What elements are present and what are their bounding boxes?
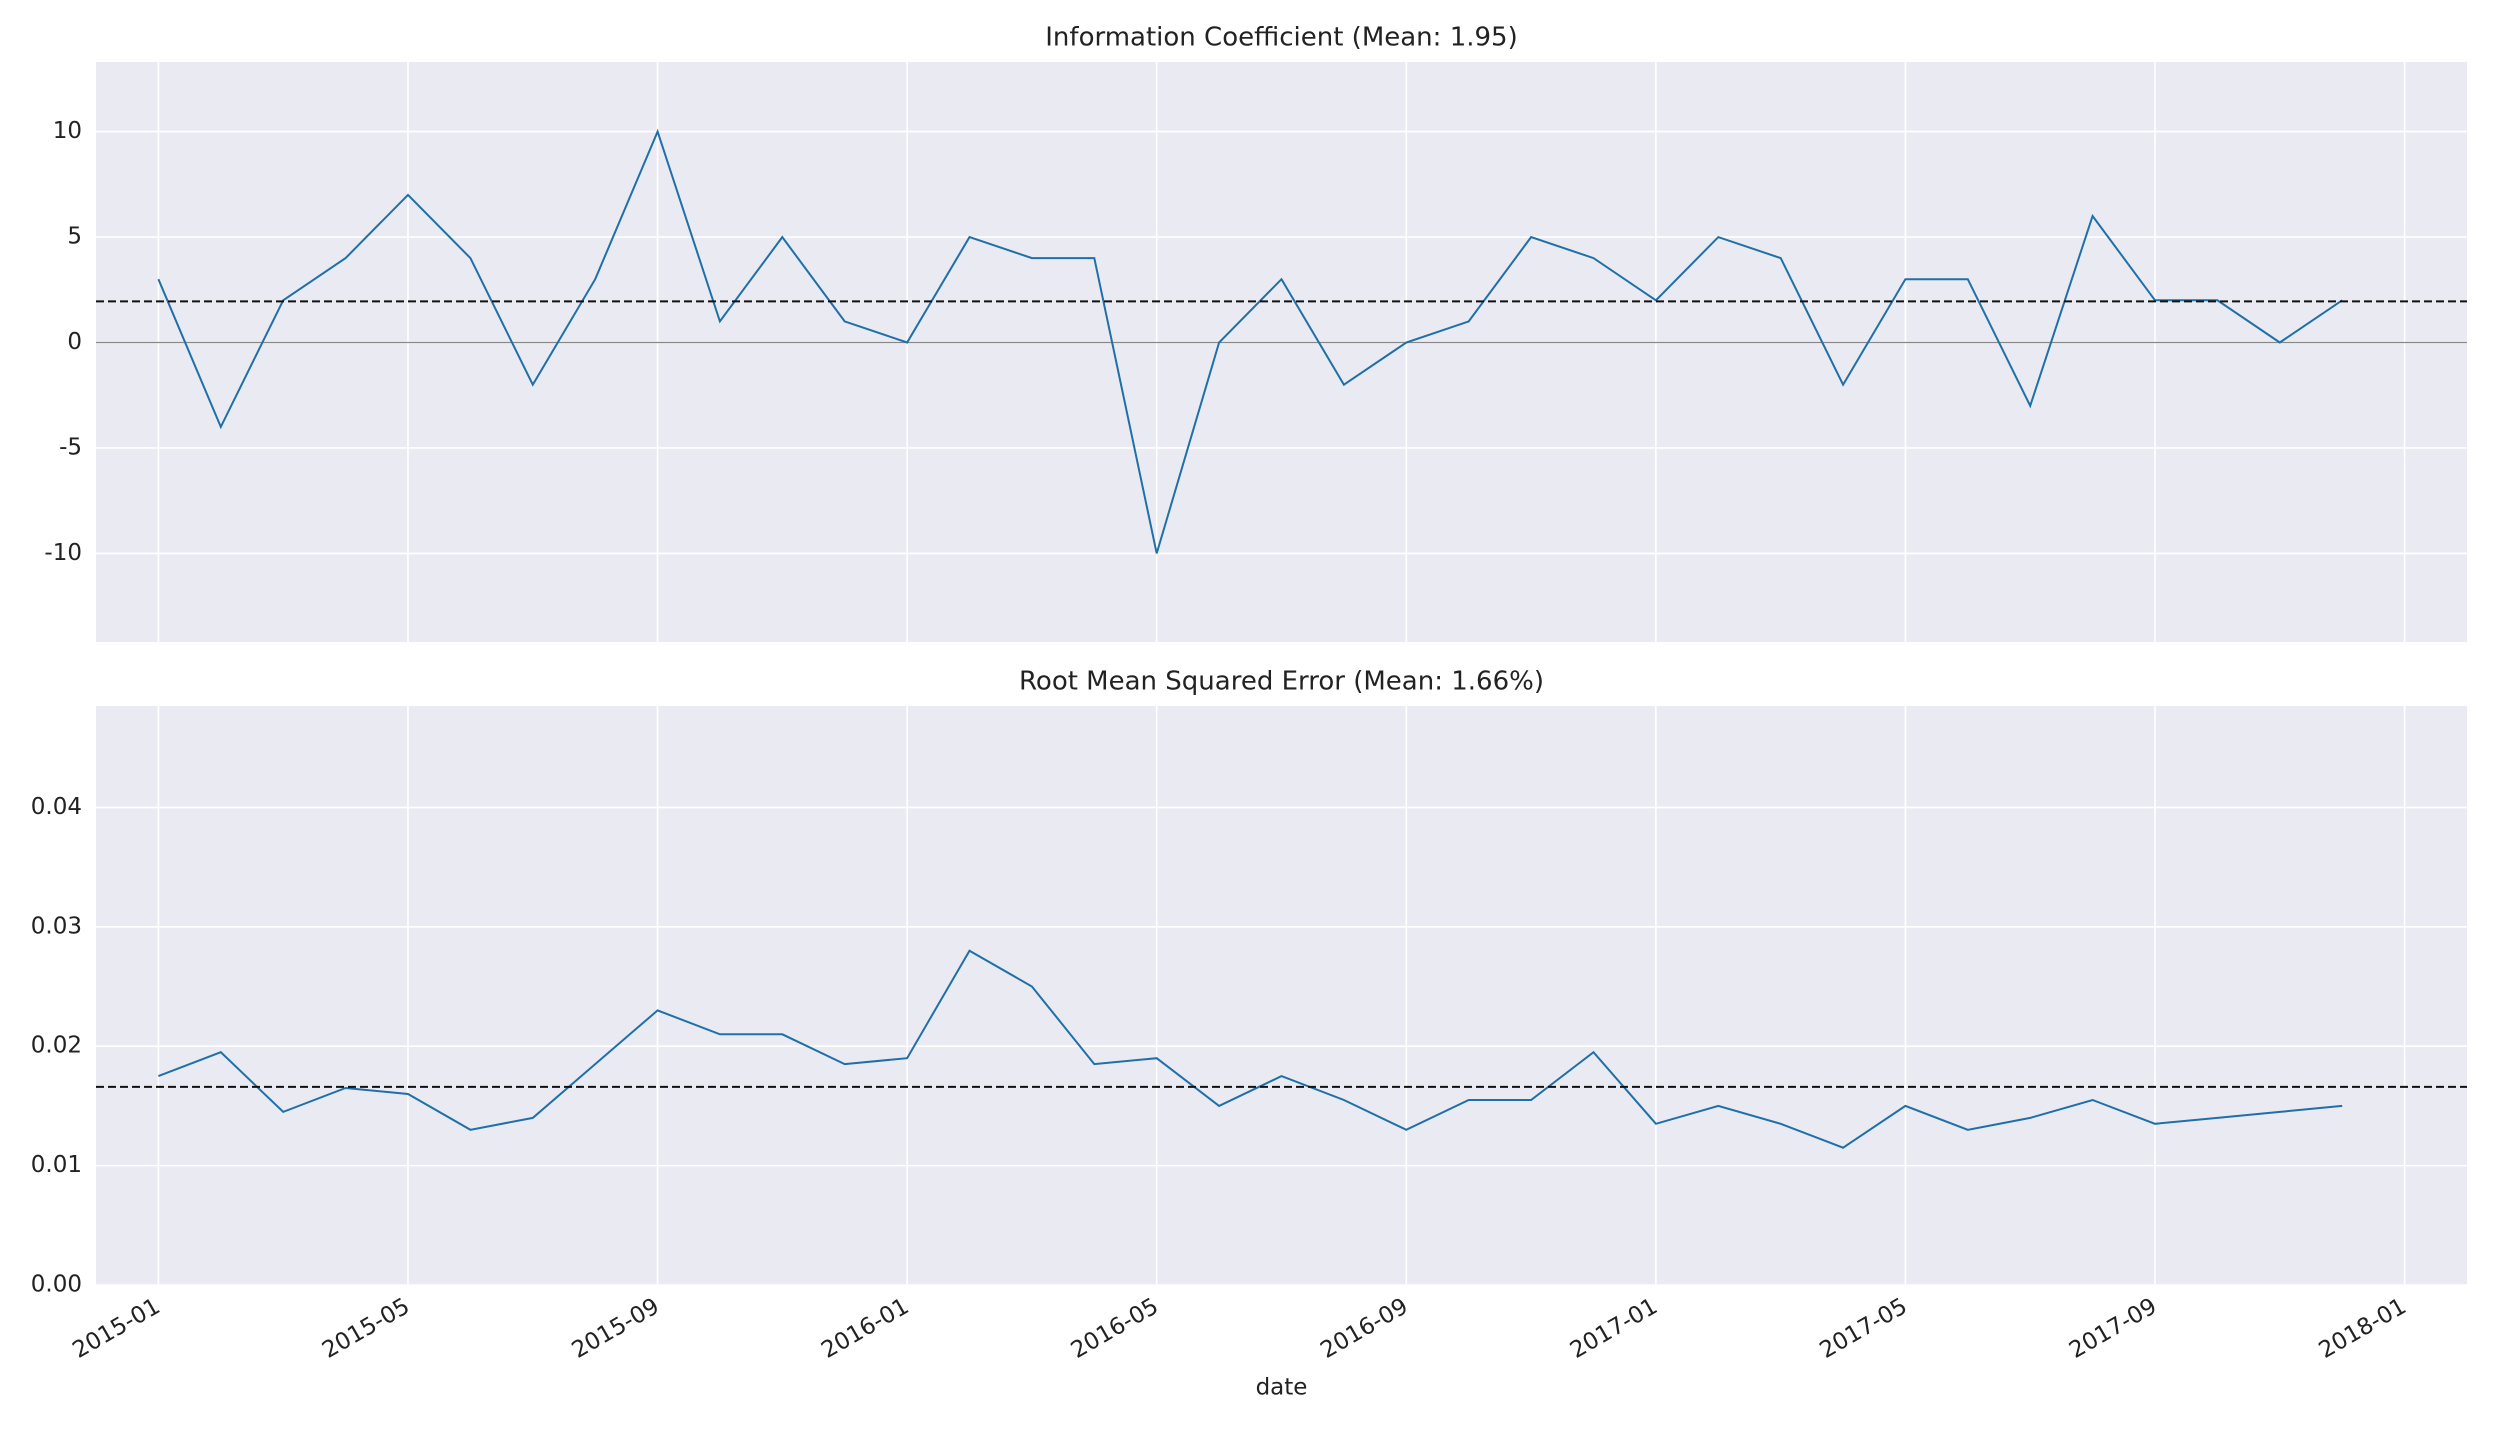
chart-title: Root Mean Squared Error (Mean: 1.66%) [1019, 667, 1544, 697]
x-tick-label: 2015-09 [568, 1293, 664, 1364]
chart-title: Information Coefficient (Mean: 1.95) [1045, 23, 1517, 53]
y-tick-label: 0 [67, 329, 82, 355]
x-tick-label: 2015-01 [68, 1293, 164, 1364]
x-tick-label: 2017-01 [1566, 1293, 1662, 1364]
data-line [158, 949, 2343, 1149]
x-tick-label: 2017-09 [2065, 1293, 2161, 1364]
plot-area [96, 706, 2467, 1285]
y-tick-label: 0.00 [31, 1272, 82, 1298]
x-tick-label: 2016-05 [1067, 1293, 1163, 1364]
plot-area [96, 62, 2467, 642]
x-tick-label: 2015-05 [318, 1293, 414, 1364]
y-tick-label: -5 [59, 434, 82, 460]
y-tick-label: 0.01 [31, 1152, 82, 1178]
y-tick-label: 0.04 [31, 794, 82, 820]
x-tick-label: 2016-01 [817, 1293, 913, 1364]
x-tick-label: 2017-05 [1815, 1293, 1911, 1364]
data-line [157, 128, 2343, 554]
y-tick-label: 10 [53, 118, 82, 144]
x-tick-label: 2018-01 [2315, 1293, 2411, 1364]
y-tick-label: 0.02 [31, 1033, 82, 1059]
y-tick-label: 5 [67, 224, 82, 250]
x-axis-label: date [1256, 1375, 1308, 1401]
y-tick-label: -10 [44, 540, 82, 566]
y-tick-label: 0.03 [31, 913, 82, 939]
x-tick-label: 2016-09 [1316, 1293, 1412, 1364]
